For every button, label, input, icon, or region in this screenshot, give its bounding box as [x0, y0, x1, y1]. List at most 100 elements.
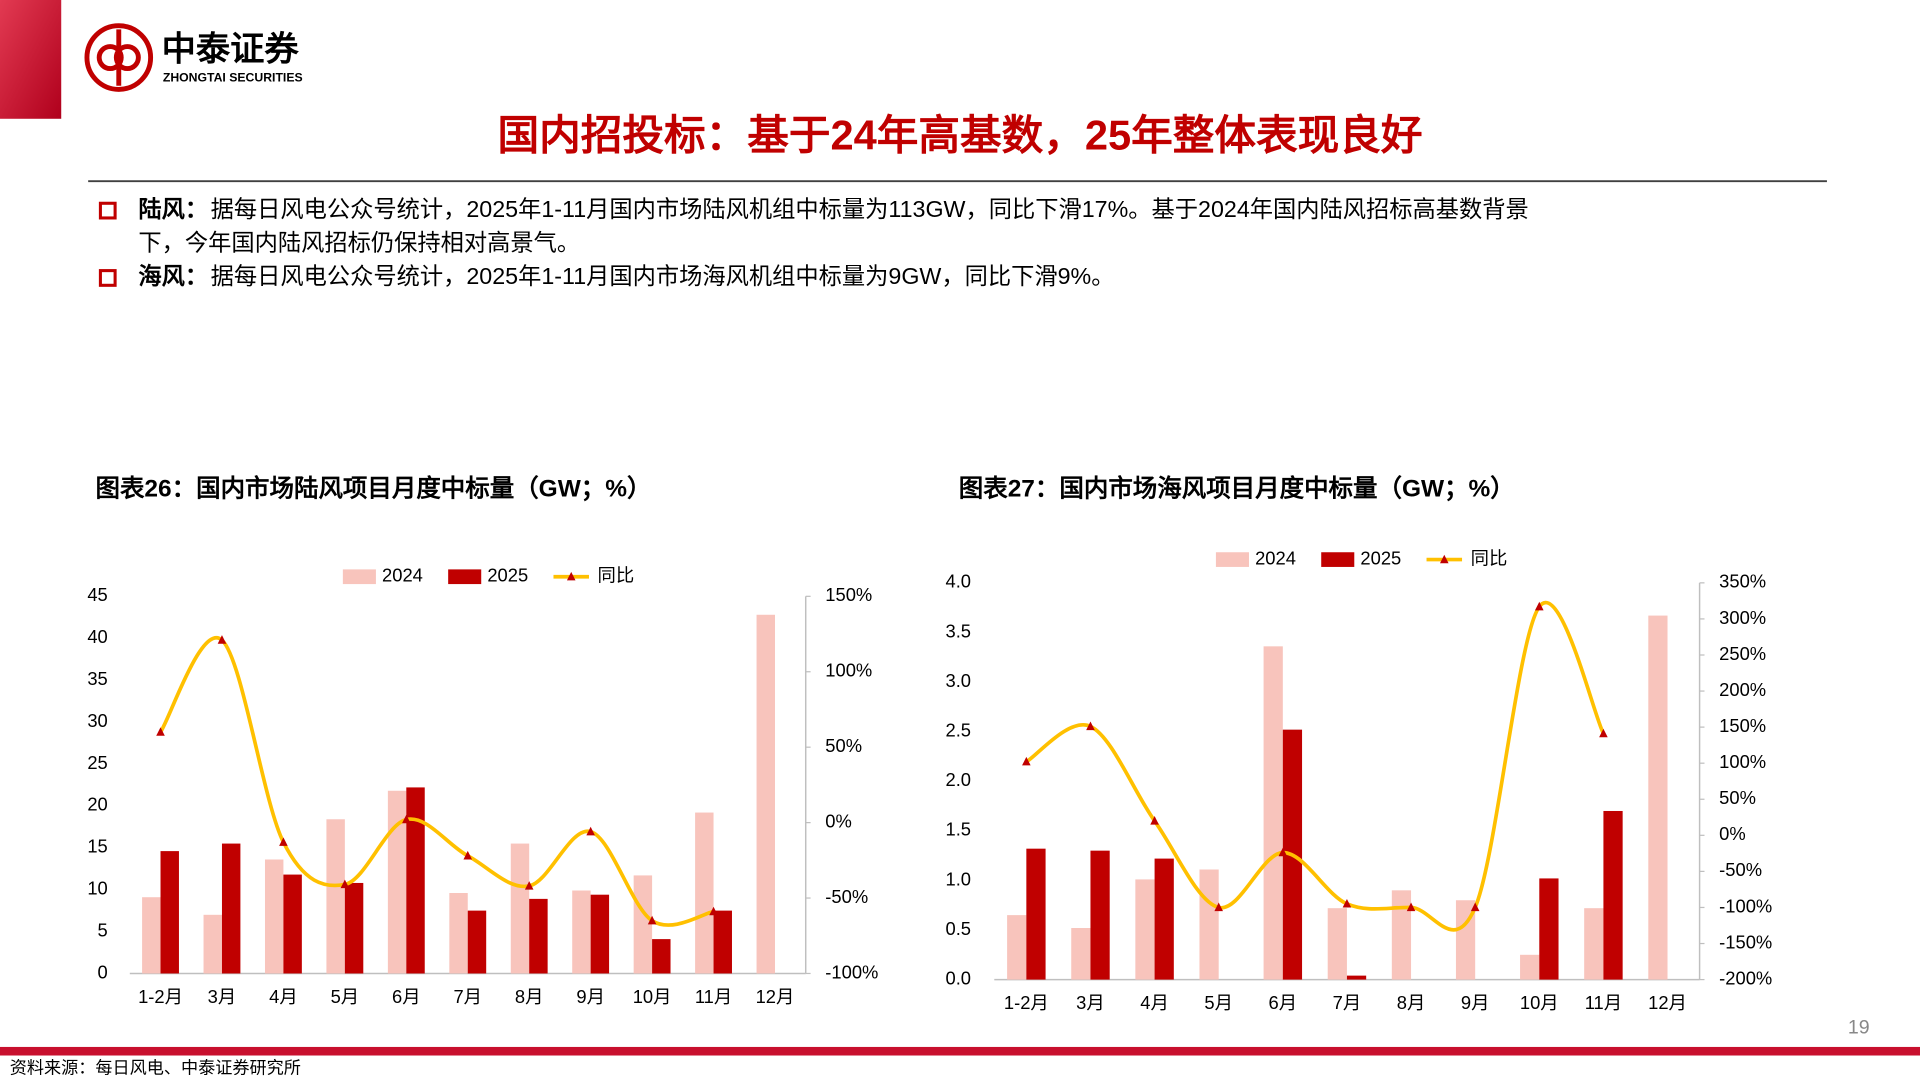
x-tick-label: 3月	[208, 986, 237, 1007]
y2-tick-label: 50%	[825, 735, 862, 756]
line-marker	[1342, 898, 1352, 908]
y-tick-label: 10	[87, 878, 107, 899]
line	[158, 635, 715, 927]
bullet-text: 据每日风电公众号统计，2025年1-11月国内市场海风机组中标量为9GW，同比下…	[211, 263, 1115, 289]
x-tick-label: 5月	[331, 986, 360, 1007]
y2-tick-label: -50%	[1719, 859, 1762, 880]
legend-label: 2024	[1255, 547, 1296, 568]
line-marker	[1214, 902, 1223, 912]
logo-en: ZHONGTAI SECURITIES	[163, 71, 303, 85]
bar	[713, 910, 732, 974]
line-marker	[586, 826, 595, 836]
bar	[1007, 915, 1027, 980]
y2-tick-label: 150%	[825, 584, 872, 605]
slide-title: 国内招投标：基于24年高基数，25年整体表现良好	[497, 111, 1422, 158]
charts: 图表26：国内市场陆风项目月度中标量（GW；%）0510152025303540…	[87, 473, 1772, 1013]
bullet-label: 海风：	[138, 263, 208, 289]
x-tick-label: 11月	[695, 986, 732, 1007]
bar	[467, 910, 487, 974]
y-tick-label: 20	[87, 794, 107, 815]
bar	[203, 914, 222, 974]
line-marker	[709, 906, 718, 916]
footer-band	[0, 1046, 1920, 1056]
bullet-box	[98, 269, 117, 287]
line-marker	[1406, 902, 1416, 912]
bar	[283, 874, 302, 974]
header-band	[0, 0, 62, 119]
y2-tick-label: -150%	[1719, 931, 1772, 952]
bar	[1539, 878, 1559, 980]
legend-label: 2025	[487, 565, 528, 586]
line-marker	[1470, 902, 1480, 912]
y2-tick-label: 150%	[1719, 715, 1766, 736]
y-tick-label: 0	[98, 961, 108, 982]
bar	[1648, 615, 1668, 980]
bar	[1391, 890, 1412, 980]
chart-title: 图表27：国内市场海风项目月度中标量（GW；%）	[959, 473, 1515, 502]
legend-marker	[566, 571, 576, 581]
y-tick-label: 2.5	[945, 719, 971, 740]
y2-tick-label: -50%	[825, 886, 868, 907]
legend-swatch	[1321, 552, 1355, 567]
y-tick-label: 1.0	[945, 868, 971, 889]
y2-tick-label: 0%	[1719, 823, 1746, 844]
bar	[160, 851, 179, 974]
chart-title: 图表26：国内市场陆风项目月度中标量（GW；%）	[96, 473, 652, 502]
x-tick-label: 1-2月	[1004, 992, 1049, 1013]
bar	[1135, 879, 1155, 980]
legend-label: 2025	[1360, 547, 1401, 568]
bar	[1071, 928, 1091, 980]
y2-tick-label: 50%	[1719, 787, 1756, 808]
y2-tick-label: 200%	[1719, 679, 1766, 700]
y-tick-label: 25	[87, 752, 107, 773]
bar	[387, 790, 407, 974]
line-marker	[1086, 721, 1095, 731]
y2-tick-label: 300%	[1719, 607, 1766, 628]
source: 资料来源：每日风电、中泰证券研究所	[10, 1058, 301, 1078]
bullet-box	[98, 201, 117, 220]
line-marker	[1278, 847, 1288, 857]
x-tick-label: 12月	[1648, 992, 1687, 1013]
y-tick-label: 5	[98, 919, 108, 940]
y2-tick-label: -100%	[825, 961, 878, 982]
bar	[1584, 908, 1604, 980]
bar	[344, 882, 364, 974]
bar	[1603, 810, 1623, 980]
logo	[84, 23, 154, 92]
bar	[652, 939, 671, 974]
x-tick-label: 12月	[756, 986, 795, 1007]
bullet-text: 据每日风电公众号统计，2025年1-11月国内市场陆风机组中标量为113GW，同…	[211, 196, 1529, 222]
bar	[590, 894, 610, 974]
bar	[510, 843, 530, 974]
line-marker	[463, 850, 473, 860]
bar	[529, 898, 548, 974]
bullets: 陆风： 据每日风电公众号统计，2025年1-11月国内市场陆风机组中标量为113G…	[98, 196, 1529, 289]
line-marker	[1535, 601, 1544, 611]
y2-tick-label: 0%	[825, 810, 852, 831]
bar	[326, 819, 345, 974]
x-tick-label: 3月	[1076, 992, 1105, 1013]
y2-tick-label: -100%	[1719, 895, 1772, 916]
y-tick-label: 3.0	[945, 670, 971, 691]
x-tick-label: 7月	[453, 986, 482, 1007]
y-tick-label: 1.5	[945, 819, 971, 840]
legend-swatch	[1215, 552, 1249, 567]
legend-label: 2024	[382, 565, 423, 586]
y-tick-label: 0.0	[945, 967, 971, 988]
x-tick-label: 10月	[1520, 992, 1559, 1013]
bar	[142, 897, 161, 974]
bar	[264, 859, 284, 974]
x-tick-label: 1-2月	[138, 986, 183, 1007]
x-tick-label: 8月	[1397, 992, 1426, 1013]
bar	[221, 843, 241, 974]
y2-tick-label: 350%	[1719, 571, 1766, 592]
line-marker	[279, 837, 288, 846]
y-tick-label: 4.0	[945, 571, 971, 592]
line-marker	[647, 915, 657, 925]
x-tick-label: 9月	[576, 986, 605, 1007]
y-tick-label: 30	[87, 710, 107, 731]
legend-swatch	[448, 569, 482, 585]
y2-tick-label: -200%	[1719, 967, 1772, 988]
page-number: 19	[1848, 1017, 1870, 1039]
